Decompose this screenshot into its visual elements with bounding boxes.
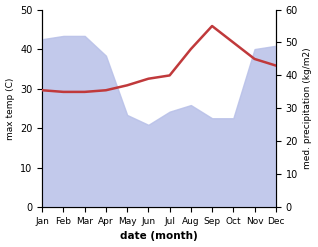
Y-axis label: med. precipitation (kg/m2): med. precipitation (kg/m2) bbox=[303, 48, 313, 169]
Y-axis label: max temp (C): max temp (C) bbox=[5, 77, 15, 140]
X-axis label: date (month): date (month) bbox=[120, 231, 198, 242]
